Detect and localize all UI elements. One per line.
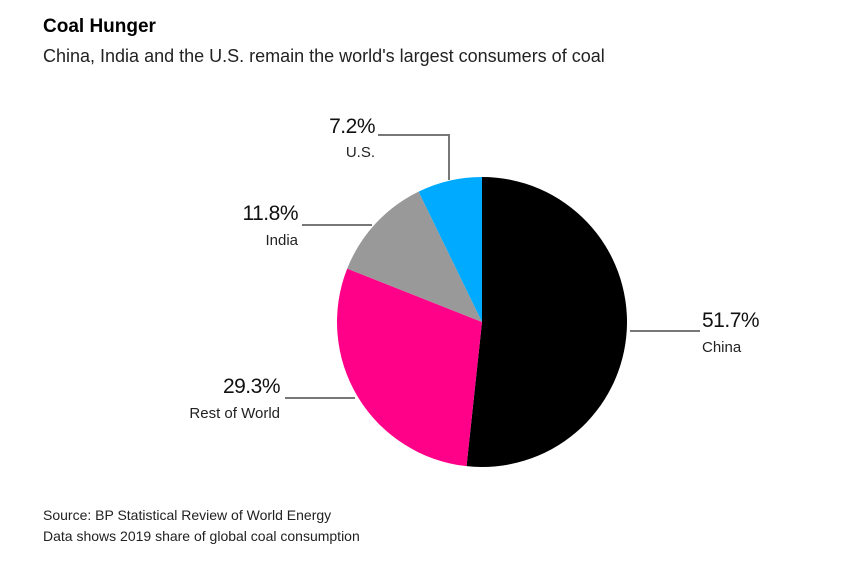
chart-subtitle: China, India and the U.S. remain the wor… (43, 46, 605, 66)
pie-slice-u-s (418, 177, 482, 322)
category-label: China (702, 339, 742, 356)
category-label: U.S. (346, 144, 375, 161)
value-label: 11.8% (243, 202, 299, 225)
pie-slice-india (347, 191, 482, 322)
chart-title: Coal Hunger (43, 16, 156, 37)
data-note: Data shows 2019 share of global coal con… (43, 528, 360, 544)
source-note: Source: BP Statistical Review of World E… (43, 507, 332, 523)
pie-slice-china (466, 177, 627, 467)
category-label: Rest of World (189, 405, 280, 422)
category-label: India (265, 232, 298, 249)
value-label: 7.2% (329, 115, 375, 138)
value-label: 51.7% (702, 309, 759, 332)
pie-slice-rest-of-world (336, 268, 482, 467)
leader-line (378, 134, 450, 180)
value-label: 29.3% (223, 375, 280, 398)
